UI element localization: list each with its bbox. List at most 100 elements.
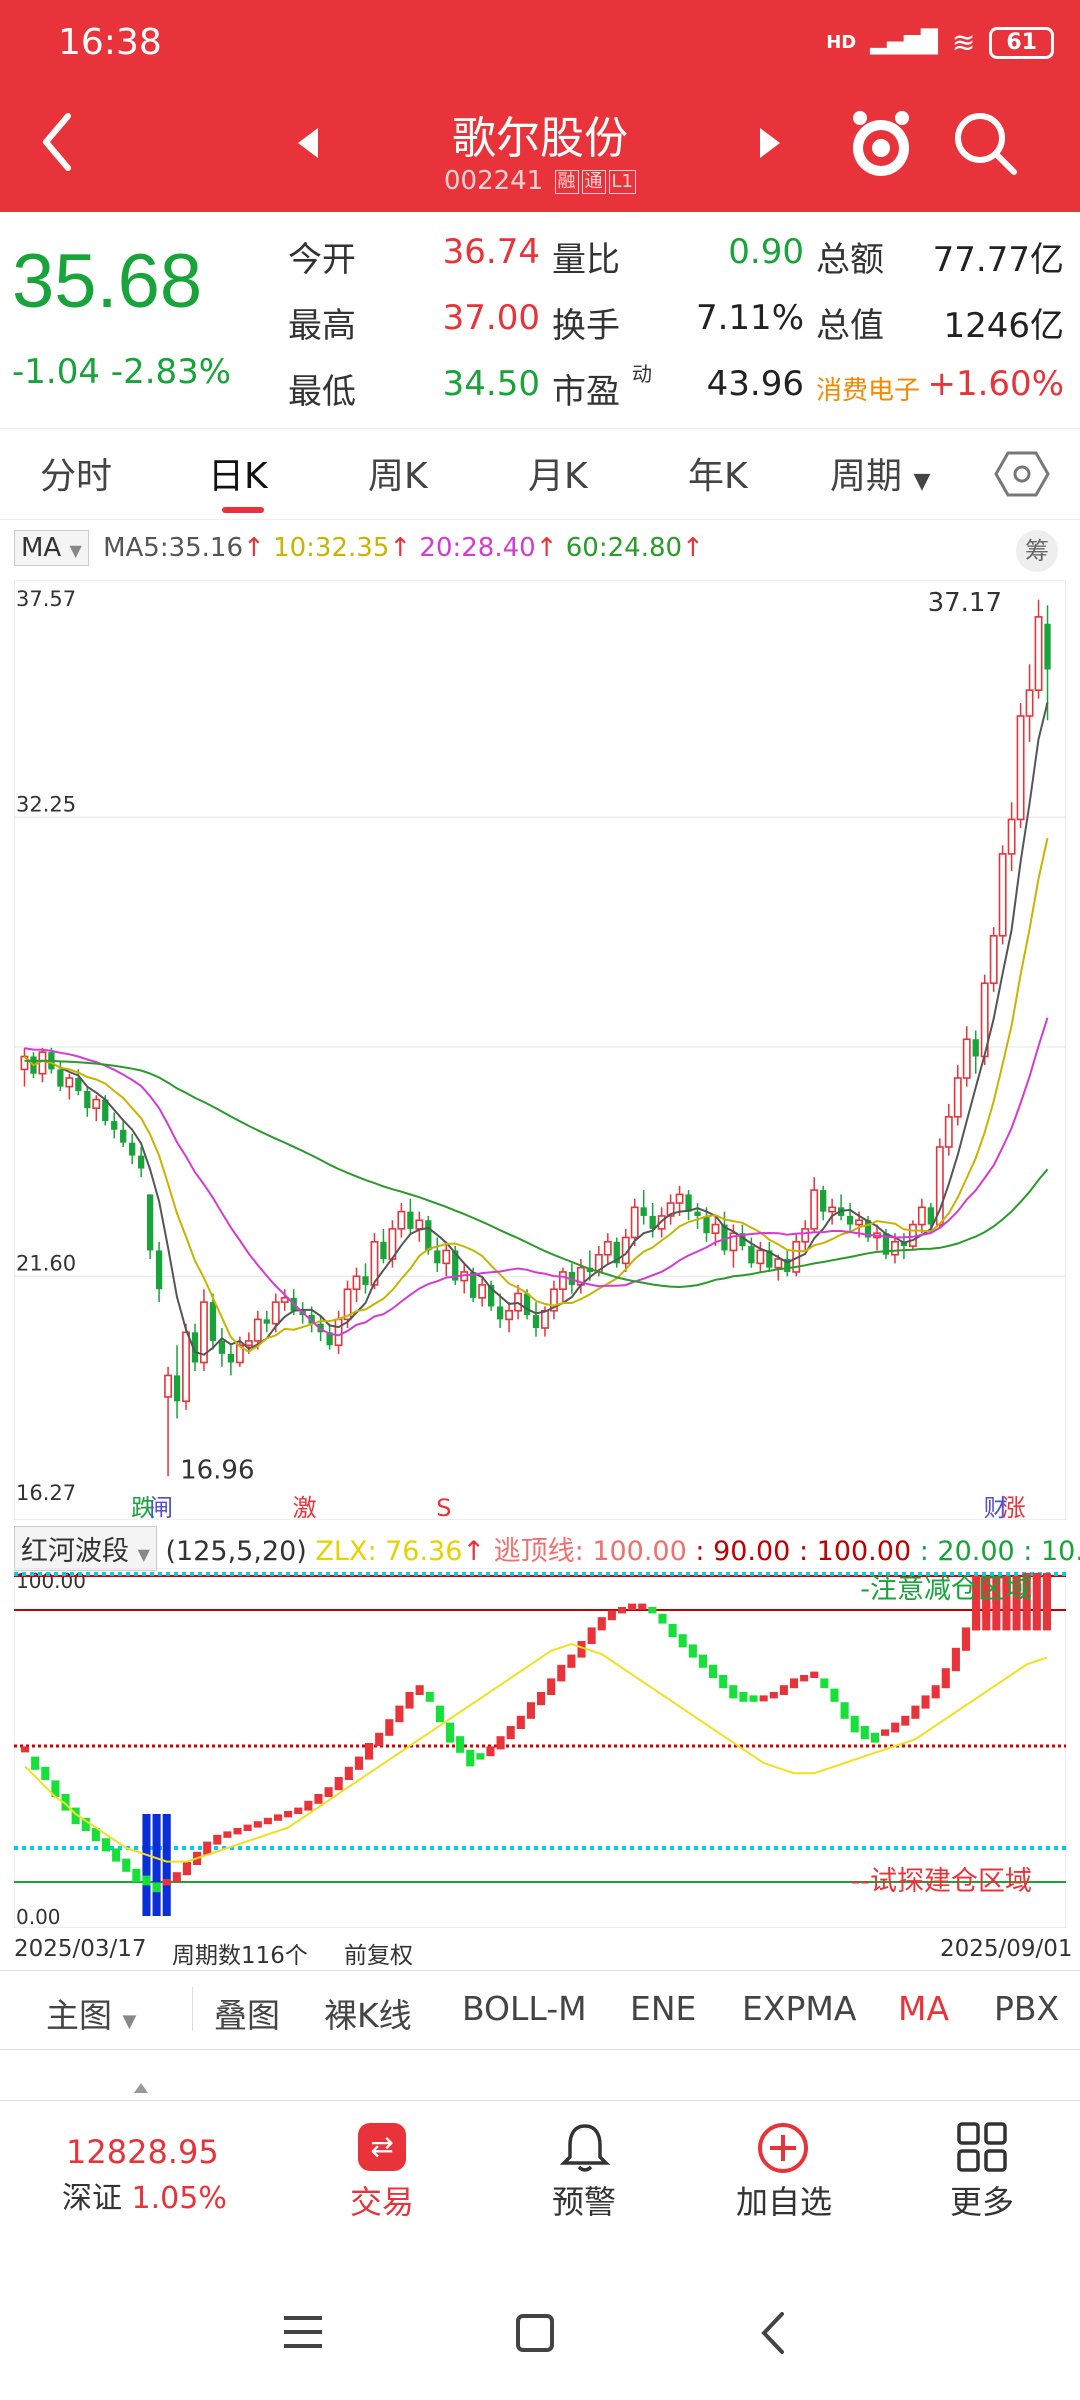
settings-hex-icon[interactable]	[994, 449, 1050, 499]
indicator-selector-label: 红河波段	[21, 1536, 129, 1567]
wifi-icon: ≋	[951, 26, 976, 59]
tab-ma[interactable]: MA	[898, 1989, 950, 2028]
index-info[interactable]: 深证 1.05%	[62, 2173, 227, 2217]
wave-bar	[881, 1729, 890, 1736]
index-value[interactable]: 12828.95	[66, 2133, 219, 2171]
candle-body	[613, 1241, 620, 1264]
wave-bar	[911, 1705, 920, 1719]
kline-chart[interactable]: 37.57 32.25 21.60 16.27 37.17 16.96 跌闸 激 S 财涨	[14, 580, 1066, 1520]
wave-bar	[243, 1824, 252, 1831]
candle-body	[820, 1190, 827, 1212]
tab-period[interactable]: 周期 ▼	[830, 447, 930, 499]
tab-intraday[interactable]: 分时	[40, 456, 113, 497]
candle-body	[92, 1098, 101, 1109]
menu-icon[interactable]	[280, 2312, 326, 2352]
wave-bar	[203, 1841, 212, 1855]
wave-bar	[365, 1743, 374, 1760]
y-tick-label: 0.00	[16, 1905, 61, 1928]
ma-selector[interactable]: MA ▼	[14, 530, 89, 566]
candle-body	[882, 1233, 890, 1255]
wave-bar	[779, 1685, 788, 1695]
nav-add-watchlist[interactable]: 加自选	[735, 2183, 832, 2221]
wave-bar	[941, 1668, 950, 1689]
candle-body	[415, 1219, 424, 1230]
indicator-chart[interactable]: 100.00 0.00 -注意减仓区域 --试探建仓区域	[14, 1568, 1066, 1928]
home-icon[interactable]	[514, 2312, 556, 2354]
current-price: 35.68	[12, 239, 203, 324]
wave-bar	[1002, 1583, 1011, 1593]
wave-bar	[992, 1590, 1001, 1604]
candle-body	[442, 1249, 451, 1265]
wave-bar	[698, 1654, 707, 1668]
escape-line-value: 逃顶线: 100.00	[493, 1536, 687, 1567]
wave-bar	[587, 1627, 596, 1644]
y-tick-label: 100.00	[16, 1569, 86, 1593]
add-watchlist-icon[interactable]	[756, 2121, 810, 2175]
wave-bar	[526, 1702, 535, 1719]
wave-bar	[101, 1838, 111, 1852]
wave-bar	[719, 1675, 728, 1689]
top-signal-bar	[972, 1576, 981, 1631]
wave-bar	[233, 1828, 242, 1835]
tab-boll-m[interactable]: BOLL-M	[462, 1989, 587, 2028]
wave-bar	[435, 1705, 444, 1723]
wave-bar	[557, 1664, 566, 1682]
nav-more[interactable]: 更多	[949, 2183, 1014, 2221]
chip-button[interactable]: 筹	[1016, 530, 1058, 572]
wave-bar	[385, 1719, 394, 1736]
tab-monthly-k[interactable]: 月K	[528, 456, 588, 497]
grid-more-icon[interactable]	[956, 2121, 1008, 2173]
tag-connect: 通	[581, 169, 606, 194]
next-stock-icon[interactable]	[758, 126, 782, 160]
tab-yearly-k[interactable]: 年K	[688, 456, 748, 497]
event-flag: 激	[293, 1494, 317, 1520]
bell-icon[interactable]	[560, 2121, 610, 2173]
expand-up-icon[interactable]	[134, 2083, 148, 2093]
stat-label[interactable]: 消费电子	[816, 376, 921, 406]
ma60-value: 60:24.80	[565, 533, 683, 563]
bottom-nav: 12828.95 深证 1.05% ⇄ 交易 预警 加自选 更多	[0, 2083, 1080, 2221]
nav-alert[interactable]: 预警	[551, 2183, 616, 2221]
adjust-mode[interactable]: 前复权	[344, 1943, 413, 1969]
top-signal-bar	[1012, 1576, 1021, 1631]
wave-bar	[547, 1678, 556, 1695]
tab-weekly-k[interactable]: 周K	[368, 456, 428, 497]
mascot-icon[interactable]	[846, 104, 916, 184]
line-20-value: : 20.00	[919, 1536, 1015, 1567]
tab-overlay[interactable]: 叠图	[214, 1996, 280, 2035]
event-flag: 跌	[131, 1494, 155, 1520]
tag-margin: 融	[554, 169, 579, 194]
tab-ene[interactable]: ENE	[630, 1989, 697, 2028]
indicator-selector[interactable]: 红河波段 ▼	[14, 1526, 157, 1571]
tab-daily-k[interactable]: 日K	[208, 456, 268, 497]
candle-body	[253, 1318, 262, 1342]
search-icon[interactable]	[950, 108, 1020, 178]
system-back-icon[interactable]	[756, 2310, 790, 2356]
candle-body	[685, 1194, 692, 1212]
wave-bar	[263, 1817, 272, 1825]
nav-trade[interactable]: 交易	[349, 2183, 414, 2221]
candle-body	[721, 1224, 728, 1251]
stat-value: 34.50	[442, 364, 540, 404]
stat-label: 总额	[816, 240, 884, 280]
back-icon[interactable]	[38, 110, 78, 174]
line-90-value: : 90.00	[695, 1536, 791, 1567]
tab-expma[interactable]: EXPMA	[742, 1989, 857, 2028]
tab-bare-k[interactable]: 裸K线	[324, 1996, 412, 2035]
candle-body	[666, 1202, 675, 1217]
wave-bar	[31, 1756, 40, 1770]
candle-body	[271, 1301, 280, 1325]
candle-body	[550, 1288, 558, 1312]
top-signal-bar	[1002, 1576, 1011, 1631]
ma20-line	[24, 1017, 1049, 1337]
wave-bar	[61, 1794, 70, 1811]
candle-body	[972, 1039, 979, 1057]
prev-stock-icon[interactable]	[296, 126, 320, 160]
candle-body	[380, 1241, 387, 1260]
candle-body	[505, 1309, 514, 1321]
tab-main-chart[interactable]: 主图 ▼	[46, 1989, 136, 2037]
tab-pbx[interactable]: PBX	[994, 1989, 1060, 2028]
stat-value: +1.60%	[927, 364, 1065, 404]
stat-value: 36.74	[442, 232, 540, 272]
trade-icon[interactable]: ⇄	[358, 2123, 406, 2171]
